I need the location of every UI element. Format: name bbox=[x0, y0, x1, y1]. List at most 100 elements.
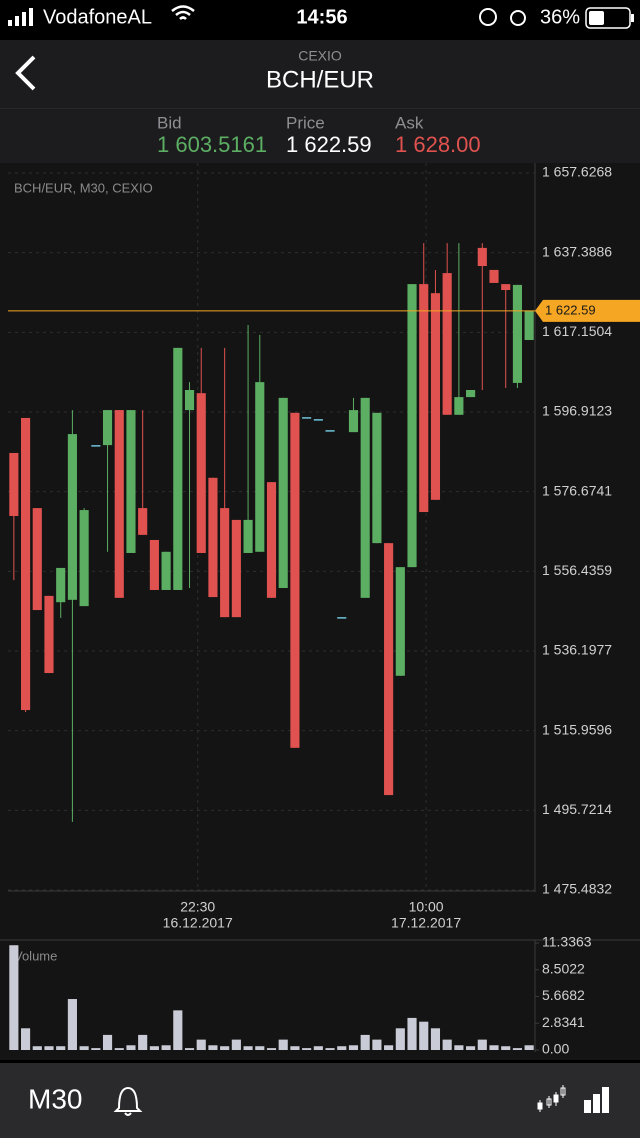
candle-body bbox=[56, 567, 66, 603]
volume-bar bbox=[466, 1046, 476, 1050]
volume-bar bbox=[67, 999, 77, 1050]
volume-bar bbox=[430, 1028, 441, 1050]
candle-body bbox=[114, 410, 124, 598]
candle-body bbox=[278, 397, 288, 589]
candle-body bbox=[102, 410, 113, 446]
alert-button[interactable] bbox=[113, 1086, 143, 1116]
volume-bar bbox=[419, 1021, 429, 1050]
volume-bar bbox=[44, 1046, 54, 1050]
candle-body bbox=[220, 508, 230, 618]
price-tag-label: 1 622.59 bbox=[545, 302, 596, 317]
candle-body bbox=[138, 508, 148, 535]
volume-bar bbox=[384, 1045, 394, 1050]
volume-bar bbox=[32, 1046, 42, 1050]
volume-bar bbox=[91, 1048, 101, 1050]
wifi-icon bbox=[171, 5, 195, 20]
y-tick-label: 11.3363 bbox=[542, 934, 592, 950]
candle-body bbox=[196, 393, 206, 553]
candle-body bbox=[466, 390, 476, 398]
ask-value: 1 628.00 bbox=[395, 132, 481, 157]
volume-bar bbox=[114, 1048, 124, 1050]
candle-body bbox=[325, 430, 335, 432]
y-tick-label: 1 495.7214 bbox=[542, 801, 612, 817]
chart-title: BCH/EUR, M30, CEXIO bbox=[14, 180, 153, 195]
candle-body bbox=[302, 417, 312, 419]
nav-bar bbox=[0, 40, 640, 109]
candle-body bbox=[360, 397, 370, 598]
x-tick-label: 10:00 bbox=[409, 899, 444, 915]
volume-bar bbox=[173, 1010, 183, 1050]
y-tick-label: 0.00 bbox=[542, 1041, 569, 1057]
volume-bar bbox=[290, 1046, 300, 1050]
quote-label: Price bbox=[286, 113, 325, 132]
volume-bar bbox=[149, 1046, 159, 1050]
volume-bar bbox=[126, 1045, 136, 1050]
candle-body bbox=[44, 595, 54, 674]
volume-bar bbox=[337, 1046, 347, 1050]
volume-bar bbox=[442, 1039, 452, 1050]
status-bar: VodafoneAL 14:56 36% bbox=[8, 5, 634, 29]
indicator-button[interactable] bbox=[584, 1087, 609, 1113]
candle-body bbox=[337, 617, 347, 619]
volume-bar bbox=[278, 1039, 288, 1050]
candle-body bbox=[477, 247, 487, 267]
quote-label: Ask bbox=[395, 113, 424, 132]
candle-body bbox=[524, 310, 534, 341]
candle-body bbox=[348, 410, 359, 433]
price-chart-area bbox=[0, 163, 640, 940]
volume-bar bbox=[9, 945, 19, 1050]
chart-type-button[interactable] bbox=[537, 1085, 566, 1112]
y-tick-label: 1 536.1977 bbox=[542, 642, 612, 658]
carrier: VodafoneAL bbox=[43, 6, 152, 28]
candle-body bbox=[126, 410, 136, 553]
back-button[interactable] bbox=[15, 55, 36, 91]
pair-title: BCH/EUR bbox=[266, 66, 374, 93]
volume-bar bbox=[220, 1046, 230, 1050]
volume-bar bbox=[138, 1034, 148, 1050]
timeframe-button[interactable]: M30 bbox=[28, 1083, 82, 1114]
candle-body bbox=[442, 273, 452, 415]
candle-body bbox=[208, 477, 218, 598]
quote-label: Bid bbox=[157, 113, 182, 132]
charts: 1 475.4832 1 495.7214 1 515.9596 1 536.1977… bbox=[8, 163, 640, 1057]
candle-body bbox=[430, 293, 441, 500]
candle-body bbox=[313, 419, 323, 421]
candle-body bbox=[501, 284, 511, 291]
volume-bar bbox=[302, 1048, 312, 1050]
y-tick-label: 8.5022 bbox=[542, 960, 585, 976]
candle-body bbox=[372, 412, 382, 544]
volume-bar bbox=[477, 1039, 487, 1050]
candle-body bbox=[454, 397, 464, 415]
volume-bar bbox=[266, 1048, 277, 1050]
candle-body bbox=[91, 445, 101, 447]
candle-body bbox=[266, 482, 277, 598]
exchange: CEXIO bbox=[298, 48, 342, 64]
candle-body bbox=[79, 510, 89, 607]
x-tick-label: 22:30 bbox=[180, 899, 215, 915]
price-tag bbox=[535, 299, 640, 322]
volume-bar bbox=[20, 1028, 31, 1050]
x-tick-date: 16.12.2017 bbox=[163, 915, 233, 931]
battery-level: 36% bbox=[540, 6, 580, 28]
y-tick-label: 1 576.6741 bbox=[542, 482, 612, 498]
bid-value: 1 603.5161 bbox=[157, 132, 267, 157]
volume-bar bbox=[325, 1048, 335, 1050]
y-tick-label: 1 556.4359 bbox=[542, 562, 612, 578]
volume-bar bbox=[489, 1045, 499, 1050]
volume-bar bbox=[395, 1028, 405, 1050]
alarm-icon bbox=[510, 10, 526, 26]
volume-bar bbox=[255, 1046, 265, 1050]
y-tick-label: 1 596.9123 bbox=[542, 403, 612, 419]
volume-bar bbox=[501, 1046, 511, 1050]
volume-bar bbox=[208, 1045, 218, 1050]
y-tick-label: 1 657.6268 bbox=[542, 164, 612, 180]
volume-bar bbox=[102, 1034, 113, 1050]
volume-bar bbox=[196, 1039, 206, 1050]
candle-body bbox=[489, 269, 499, 283]
candle-body bbox=[419, 284, 429, 513]
volume-bar bbox=[184, 1048, 195, 1050]
price-value: 1 622.59 bbox=[286, 132, 372, 157]
volume-bar bbox=[524, 1045, 534, 1050]
